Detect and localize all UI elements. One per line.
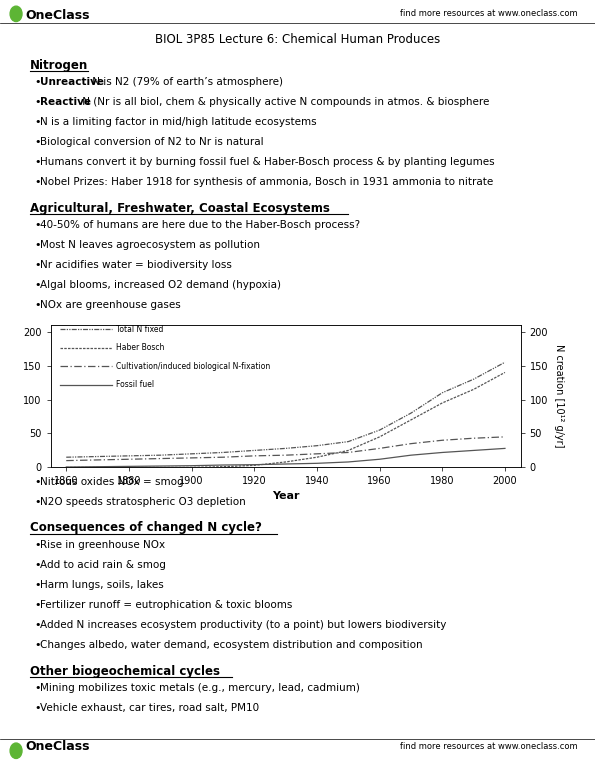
Text: Most N leaves agroecosystem as pollution: Most N leaves agroecosystem as pollution	[40, 240, 261, 250]
Text: find more resources at www.oneclass.com: find more resources at www.oneclass.com	[399, 9, 577, 18]
Text: Changes albedo, water demand, ecosystem distribution and composition: Changes albedo, water demand, ecosystem …	[40, 640, 423, 650]
Text: OneClass: OneClass	[25, 741, 89, 753]
Text: Agricultural, Freshwater, Coastal Ecosystems: Agricultural, Freshwater, Coastal Ecosys…	[30, 202, 330, 215]
Text: Nitrous oxides NOx = smog: Nitrous oxides NOx = smog	[40, 477, 184, 487]
Text: N is N2 (79% of earth’s atmosphere): N is N2 (79% of earth’s atmosphere)	[89, 77, 283, 87]
Text: •: •	[34, 137, 40, 147]
Text: Cultivation/induced biological N-fixation: Cultivation/induced biological N-fixatio…	[117, 362, 271, 370]
Text: •: •	[34, 77, 40, 87]
Text: Other biogeochemical cycles: Other biogeochemical cycles	[30, 665, 220, 678]
Text: Harm lungs, soils, lakes: Harm lungs, soils, lakes	[40, 580, 164, 590]
Text: Add to acid rain & smog: Add to acid rain & smog	[40, 560, 167, 570]
Text: Biological conversion of N2 to Nr is natural: Biological conversion of N2 to Nr is nat…	[40, 137, 264, 147]
Text: •: •	[34, 260, 40, 270]
Text: N is a limiting factor in mid/high latitude ecosystems: N is a limiting factor in mid/high latit…	[40, 117, 317, 127]
Text: •: •	[34, 157, 40, 167]
Text: •: •	[34, 240, 40, 250]
Text: •: •	[34, 560, 40, 570]
Text: •: •	[34, 280, 40, 290]
Text: Nobel Prizes: Haber 1918 for synthesis of ammonia, Bosch in 1931 ammonia to nitr: Nobel Prizes: Haber 1918 for synthesis o…	[40, 177, 494, 187]
Text: NOx are greenhouse gases: NOx are greenhouse gases	[40, 300, 181, 310]
Text: Total N fixed: Total N fixed	[117, 325, 164, 333]
Text: N (Nr is all biol, chem & physically active N compounds in atmos. & biosphere: N (Nr is all biol, chem & physically act…	[79, 97, 490, 107]
Circle shape	[10, 743, 22, 758]
Text: Unreactive: Unreactive	[40, 77, 105, 87]
Text: •: •	[34, 600, 40, 610]
Text: Vehicle exhaust, car tires, road salt, PM10: Vehicle exhaust, car tires, road salt, P…	[40, 703, 259, 713]
Text: •: •	[34, 620, 40, 630]
Text: •: •	[34, 117, 40, 127]
Text: Reactive: Reactive	[40, 97, 92, 107]
Text: BIOL 3P85 Lecture 6: Chemical Human Produces: BIOL 3P85 Lecture 6: Chemical Human Prod…	[155, 33, 440, 46]
Text: •: •	[34, 497, 40, 507]
Text: •: •	[34, 97, 40, 107]
Text: Algal blooms, increased O2 demand (hypoxia): Algal blooms, increased O2 demand (hypox…	[40, 280, 281, 290]
Text: Rise in greenhouse NOx: Rise in greenhouse NOx	[40, 540, 165, 550]
Text: •: •	[34, 540, 40, 550]
Text: Fossil fuel: Fossil fuel	[117, 380, 155, 390]
Text: •: •	[34, 300, 40, 310]
Text: Consequences of changed N cycle?: Consequences of changed N cycle?	[30, 521, 262, 534]
Text: Fertilizer runoff = eutrophication & toxic blooms: Fertilizer runoff = eutrophication & tox…	[40, 600, 293, 610]
Text: Haber Bosch: Haber Bosch	[117, 343, 165, 352]
Text: OneClass: OneClass	[25, 9, 89, 22]
Text: find more resources at www.oneclass.com: find more resources at www.oneclass.com	[399, 742, 577, 752]
Text: •: •	[34, 220, 40, 230]
Text: Nitrogen: Nitrogen	[30, 59, 88, 72]
Circle shape	[10, 6, 22, 22]
Text: •: •	[34, 177, 40, 187]
Text: Mining mobilizes toxic metals (e.g., mercury, lead, cadmium): Mining mobilizes toxic metals (e.g., mer…	[40, 683, 361, 693]
Text: •: •	[34, 703, 40, 713]
Text: •: •	[34, 640, 40, 650]
Y-axis label: N creation [10¹² g/yr]: N creation [10¹² g/yr]	[554, 344, 563, 448]
Text: •: •	[34, 580, 40, 590]
Text: Added N increases ecosystem productivity (to a point) but lowers biodiversity: Added N increases ecosystem productivity…	[40, 620, 447, 630]
Text: Humans convert it by burning fossil fuel & Haber-Bosch process & by planting leg: Humans convert it by burning fossil fuel…	[40, 157, 495, 167]
X-axis label: Year: Year	[272, 490, 299, 500]
Text: N2O speeds stratospheric O3 depletion: N2O speeds stratospheric O3 depletion	[40, 497, 246, 507]
Text: Nr acidifies water = biodiversity loss: Nr acidifies water = biodiversity loss	[40, 260, 232, 270]
Text: •: •	[34, 477, 40, 487]
Text: •: •	[34, 683, 40, 693]
Text: 40-50% of humans are here due to the Haber-Bosch process?: 40-50% of humans are here due to the Hab…	[40, 220, 361, 230]
